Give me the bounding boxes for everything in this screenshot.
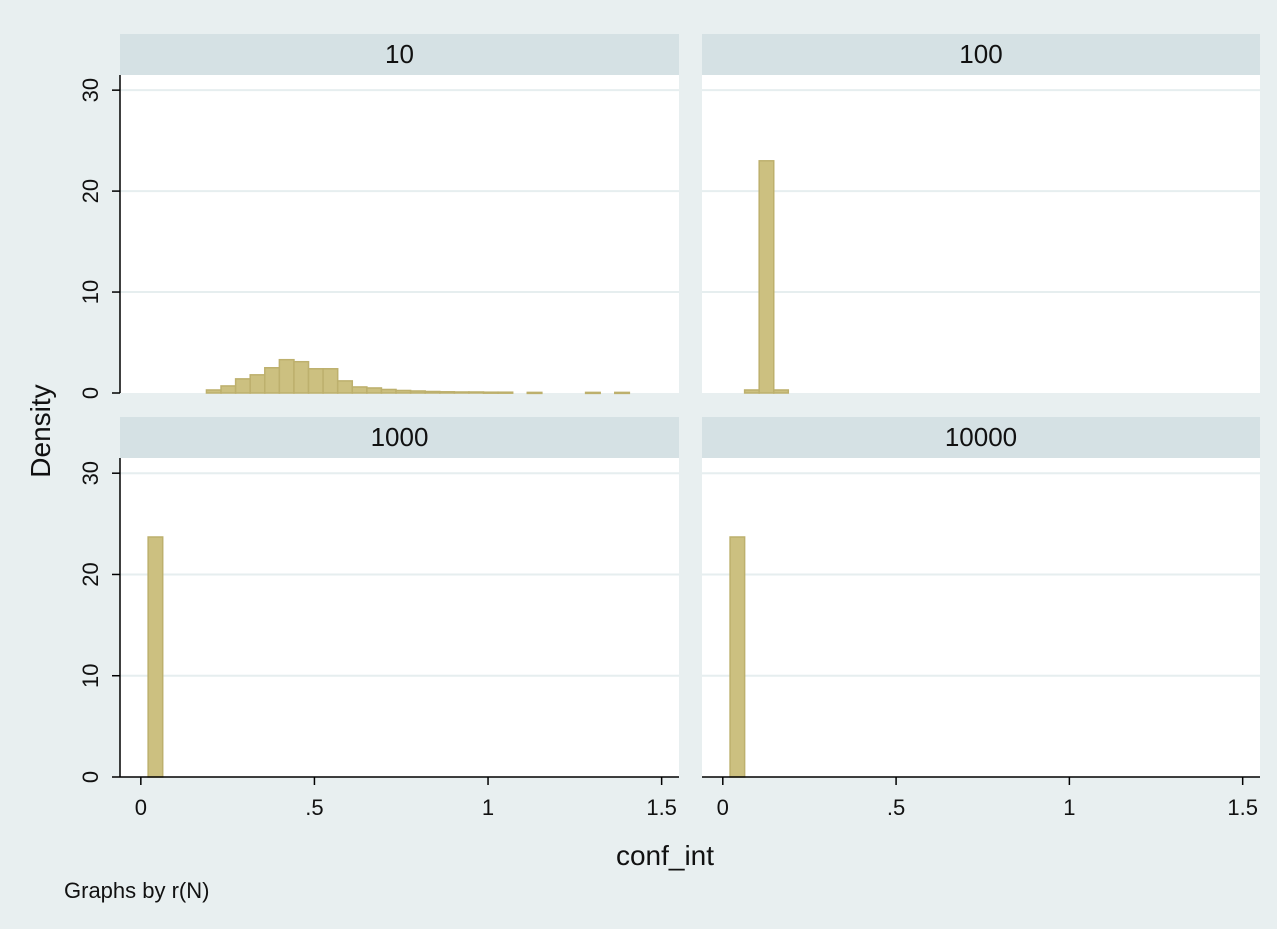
histogram-bar	[264, 367, 281, 394]
x-tick-label: .5	[305, 795, 323, 820]
histogram-bar	[526, 391, 543, 395]
x-tick-label: 1.5	[646, 795, 677, 820]
x-tick-label: 0	[135, 795, 147, 820]
histogram-bar	[439, 391, 456, 394]
panel-10000: 10000 0 .5 1 1.5	[702, 417, 1260, 820]
histogram-bar	[147, 536, 164, 778]
y-tick-label: 0	[78, 387, 103, 399]
histogram-bar	[293, 360, 310, 394]
panel-strip	[120, 417, 679, 458]
y-tick-label: 30	[78, 461, 103, 485]
histogram-bar	[743, 389, 760, 394]
panel-title: 100	[959, 39, 1002, 69]
y-tick-label: 0	[78, 771, 103, 783]
histogram-bar	[205, 389, 222, 394]
y-tick-label: 30	[78, 78, 103, 102]
histogram-bar	[584, 391, 601, 395]
histogram-bar	[772, 389, 790, 394]
x-tick-label: 0	[717, 795, 729, 820]
plot-area	[702, 458, 1260, 777]
panel-strip	[702, 417, 1260, 458]
histogram-bar	[336, 380, 354, 394]
plot-area	[120, 458, 679, 777]
histogram-bar	[278, 358, 295, 394]
panel-title: 1000	[371, 422, 429, 452]
histogram-bar	[322, 368, 339, 394]
histogram-bar	[424, 390, 441, 394]
by-variable-note: Graphs by r(N)	[64, 878, 209, 903]
y-tick-label: 10	[78, 663, 103, 687]
histogram-bar	[249, 374, 266, 394]
histogram-bar	[614, 391, 631, 395]
plot-area	[120, 75, 679, 393]
y-tick-label: 10	[78, 280, 103, 304]
histogram-bar	[234, 378, 251, 394]
panel-100: 100	[702, 34, 1260, 394]
x-tick-label: .5	[887, 795, 905, 820]
histogram-bar	[307, 368, 324, 394]
x-axis-title: conf_int	[616, 840, 714, 871]
histogram-bar	[366, 387, 383, 394]
histogram-bar	[380, 388, 397, 394]
x-tick-label: 1	[1063, 795, 1075, 820]
x-tick-label: 1.5	[1227, 795, 1258, 820]
histogram-bar	[220, 385, 237, 394]
panel-1000: 1000 0 10 20 30 0 .5 1 1.5	[78, 417, 679, 820]
panel-strip	[120, 34, 679, 75]
histogram-bar	[351, 386, 368, 394]
histogram-bar	[453, 391, 470, 394]
histogram-bar	[409, 390, 426, 394]
histogram-bar	[395, 389, 412, 394]
y-tick-label: 20	[78, 179, 103, 203]
panel-strip	[702, 34, 1260, 75]
y-axis-title: Density	[25, 384, 56, 477]
histogram-bar	[482, 391, 499, 394]
histogram-bar	[729, 536, 746, 778]
panel-10: 10 0 10 20 30	[78, 34, 679, 399]
histogram-bar	[497, 391, 514, 394]
panel-title: 10000	[945, 422, 1017, 452]
y-tick-label: 20	[78, 562, 103, 586]
panel-title: 10	[385, 39, 414, 69]
histogram-bar	[758, 160, 775, 394]
plot-area	[702, 75, 1260, 393]
histogram-bar	[468, 391, 485, 394]
x-tick-label: 1	[482, 795, 494, 820]
